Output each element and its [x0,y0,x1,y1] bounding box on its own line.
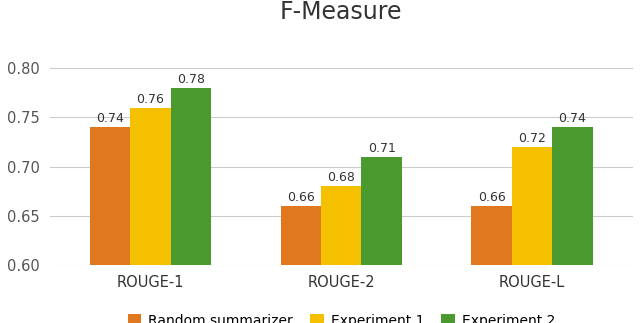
Legend: Random summarizer, Experiment 1, Experiment 2: Random summarizer, Experiment 1, Experim… [122,308,561,323]
Text: 0.74: 0.74 [559,112,586,125]
Title: F-Measure: F-Measure [280,0,403,24]
Text: 0.74: 0.74 [96,112,124,125]
Bar [131,108,171,323]
Bar [472,206,512,323]
Bar [512,147,552,323]
Text: 0.72: 0.72 [518,132,546,145]
Text: 0.71: 0.71 [368,142,396,155]
Bar [552,127,593,323]
Text: 0.66: 0.66 [478,191,506,204]
Bar [281,206,321,323]
Bar [90,127,131,323]
Bar [321,186,362,323]
Bar [171,88,211,323]
Text: 0.66: 0.66 [287,191,315,204]
Bar [362,157,402,323]
Text: 0.78: 0.78 [177,73,205,86]
Text: 0.68: 0.68 [328,171,355,184]
Text: 0.76: 0.76 [136,93,164,106]
